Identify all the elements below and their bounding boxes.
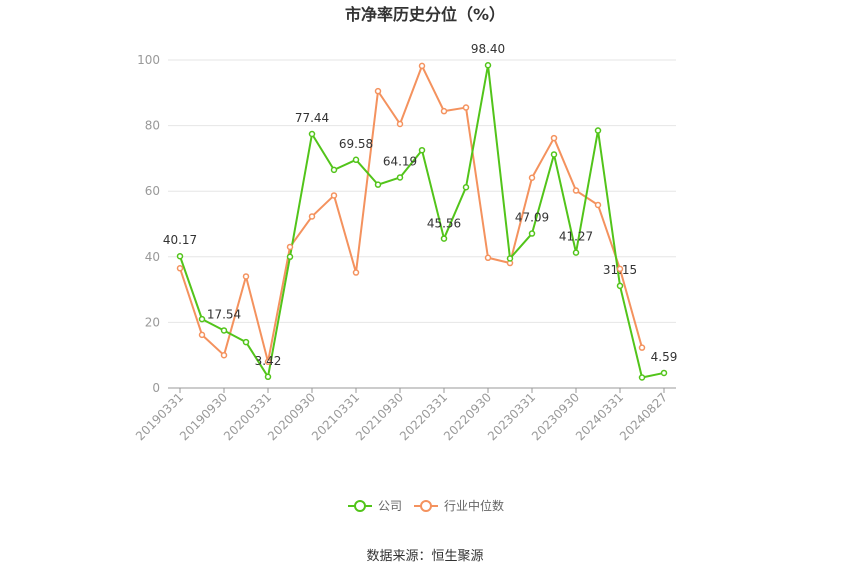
data-label: 69.58 bbox=[339, 137, 373, 151]
data-point bbox=[374, 181, 382, 188]
data-label: 17.54 bbox=[207, 307, 241, 321]
data-point bbox=[550, 134, 558, 142]
data-point bbox=[440, 235, 448, 242]
data-point bbox=[176, 265, 184, 272]
data-label: 41.27 bbox=[559, 230, 593, 244]
data-point bbox=[242, 273, 250, 280]
data-point bbox=[418, 62, 426, 70]
data-point bbox=[528, 174, 536, 182]
series-line-0 bbox=[179, 64, 665, 379]
series-lines bbox=[179, 64, 665, 379]
grid-lines bbox=[168, 59, 676, 323]
data-point bbox=[198, 331, 206, 339]
data-point bbox=[462, 104, 470, 111]
data-point bbox=[638, 374, 646, 381]
data-point bbox=[528, 230, 536, 237]
data-point bbox=[440, 107, 448, 115]
data-point bbox=[660, 369, 668, 377]
legend-item-1[interactable]: 行业中位数 bbox=[414, 498, 504, 513]
y-tick-label: 40 bbox=[145, 250, 160, 264]
x-axis: 2019033120190930202003312020093020210331… bbox=[133, 387, 676, 443]
data-point bbox=[220, 351, 228, 359]
data-point bbox=[198, 315, 206, 323]
data-point bbox=[616, 282, 624, 290]
data-point bbox=[396, 174, 404, 181]
data-point bbox=[484, 61, 492, 69]
y-tick-label: 20 bbox=[145, 315, 160, 329]
data-point bbox=[594, 127, 602, 134]
data-point bbox=[462, 184, 470, 191]
data-point bbox=[352, 156, 360, 164]
data-label: 4.59 bbox=[651, 350, 678, 364]
y-tick-label: 60 bbox=[145, 184, 160, 198]
data-point bbox=[308, 213, 316, 220]
y-axis: 0 20 40 60 80 100 bbox=[137, 53, 160, 395]
data-point bbox=[308, 130, 316, 138]
data-label: 31.15 bbox=[603, 263, 637, 277]
data-point bbox=[572, 249, 580, 256]
data-point bbox=[242, 338, 250, 346]
series-line-1 bbox=[179, 64, 643, 363]
chart-title: 市净率历史分位（%） bbox=[345, 5, 505, 24]
data-point bbox=[506, 255, 514, 262]
data-point bbox=[638, 344, 646, 351]
data-point bbox=[264, 373, 272, 381]
legend-label: 行业中位数 bbox=[444, 498, 504, 513]
data-point bbox=[396, 120, 404, 128]
data-point bbox=[352, 269, 360, 276]
data-label: 40.17 bbox=[163, 233, 197, 247]
legend-marker bbox=[420, 500, 432, 512]
data-label: 45.56 bbox=[427, 217, 461, 231]
legend-marker bbox=[354, 500, 366, 512]
data-point bbox=[418, 146, 426, 154]
data-point bbox=[220, 327, 228, 334]
data-point bbox=[176, 252, 184, 260]
data-labels: 40.17 17.54 3.42 77.44 69.58 64.19 45.56 98.40 4… bbox=[163, 42, 678, 368]
data-label: 98.40 bbox=[471, 42, 505, 56]
data-point bbox=[286, 243, 294, 251]
data-point bbox=[286, 253, 294, 261]
data-point bbox=[330, 166, 338, 174]
data-point bbox=[594, 201, 602, 209]
legend-item-0[interactable]: 公司 bbox=[348, 499, 402, 513]
data-point bbox=[374, 87, 382, 95]
data-label: 47.09 bbox=[515, 211, 549, 225]
series-points bbox=[176, 61, 668, 381]
y-tick-label: 0 bbox=[152, 381, 160, 395]
x-tick-label: 20240827 bbox=[617, 390, 670, 443]
data-point bbox=[616, 265, 624, 273]
legend[interactable]: 公司 行业中位数 bbox=[348, 498, 504, 513]
y-tick-label: 100 bbox=[137, 53, 160, 67]
data-point bbox=[484, 254, 492, 262]
data-point bbox=[550, 151, 558, 158]
data-label: 77.44 bbox=[295, 111, 329, 125]
legend-label: 公司 bbox=[378, 499, 402, 513]
data-point bbox=[572, 187, 580, 194]
data-point bbox=[330, 192, 338, 199]
data-label: 3.42 bbox=[255, 354, 282, 368]
source-note: 数据来源：恒生聚源 bbox=[366, 549, 483, 564]
data-label: 64.19 bbox=[383, 154, 417, 168]
y-tick-label: 80 bbox=[145, 119, 160, 133]
data-point bbox=[264, 358, 272, 366]
